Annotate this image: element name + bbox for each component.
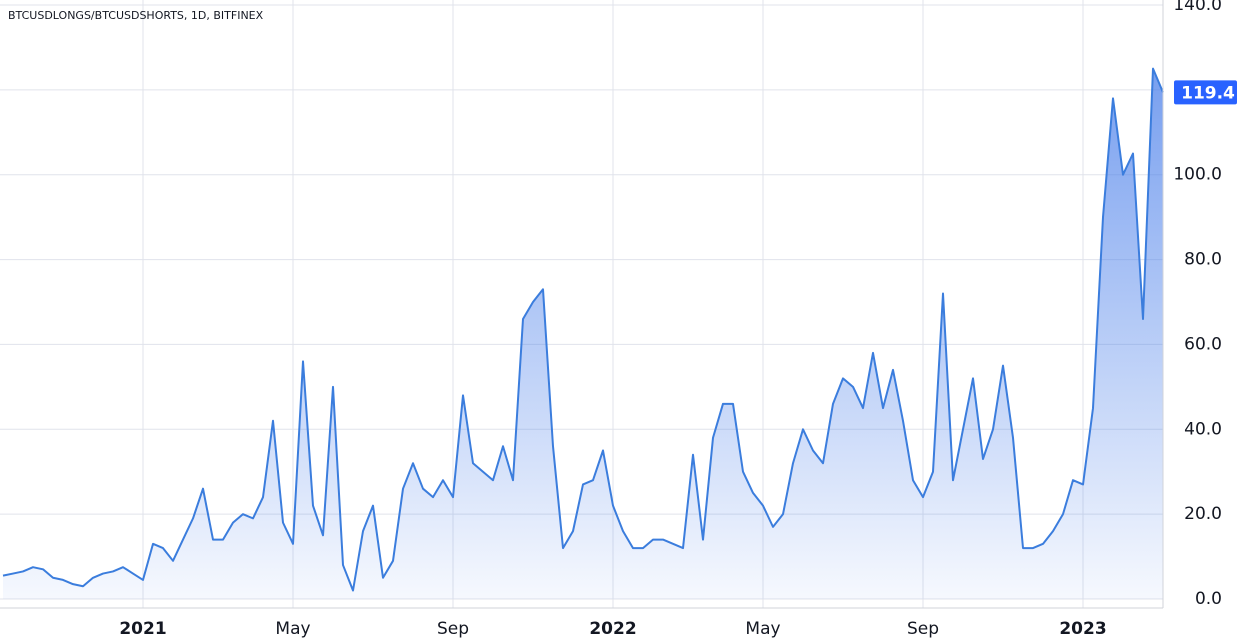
y-tick-label: 140.0 <box>1173 0 1222 15</box>
x-tick-label: 2023 <box>1059 619 1106 639</box>
x-tick-label: Sep <box>907 619 939 639</box>
y-tick-label: 60.0 <box>1184 334 1222 354</box>
y-tick-label: 80.0 <box>1184 250 1222 270</box>
line <box>2 67 1164 592</box>
last-value-badge <box>1174 80 1237 105</box>
chart-title: BTCUSDLONGS/BTCUSDSHORTS, 1D, BITFINEX <box>8 9 264 22</box>
x-tick-label: 2022 <box>589 619 636 639</box>
last-value-label: 119.4 <box>1181 83 1235 103</box>
y-tick-label: 0.0 <box>1195 589 1222 609</box>
y-tick-label: 100.0 <box>1173 165 1222 185</box>
y-tick-label: 20.0 <box>1184 504 1222 524</box>
x-tick-label: May <box>745 619 780 639</box>
x-tick-label: May <box>275 619 310 639</box>
x-tick-label: Sep <box>437 619 469 639</box>
y-tick-label: 40.0 <box>1184 419 1222 439</box>
x-tick-label: 2021 <box>119 619 166 639</box>
area <box>3 68 1163 599</box>
plot <box>2 67 1164 599</box>
